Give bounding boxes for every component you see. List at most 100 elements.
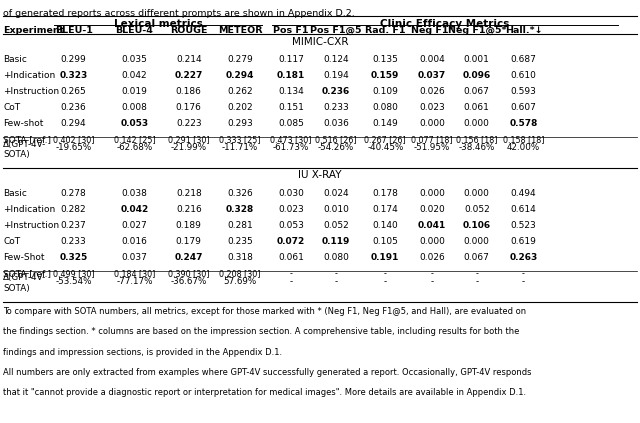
Text: Pos F1: Pos F1	[273, 26, 309, 35]
Text: 0.181: 0.181	[277, 71, 305, 80]
Text: 0.607: 0.607	[511, 103, 536, 112]
Text: 0.282: 0.282	[61, 205, 86, 214]
Text: 42.00%: 42.00%	[507, 143, 540, 152]
Text: -77.17%: -77.17%	[116, 277, 153, 286]
Text: All numbers are only extracted from examples where GPT-4V successfully generated: All numbers are only extracted from exam…	[3, 368, 532, 377]
Text: Δ(GPT-4V-
SOTA): Δ(GPT-4V- SOTA)	[3, 273, 47, 293]
Text: 0.619: 0.619	[511, 237, 536, 246]
Text: 0.134: 0.134	[278, 87, 304, 96]
Text: 0.191: 0.191	[371, 253, 399, 262]
Text: 0.000: 0.000	[464, 119, 490, 128]
Text: 0.218: 0.218	[176, 189, 202, 198]
Text: 0.237: 0.237	[61, 221, 86, 230]
Text: -40.45%: -40.45%	[367, 143, 403, 152]
Text: MIMIC-CXR: MIMIC-CXR	[292, 37, 348, 47]
Text: 0.184 [30]: 0.184 [30]	[114, 269, 155, 278]
Text: Clinic Efficacy Metrics: Clinic Efficacy Metrics	[380, 19, 509, 29]
Text: 0.265: 0.265	[61, 87, 86, 96]
Text: -21.99%: -21.99%	[171, 143, 207, 152]
Text: METEOR: METEOR	[218, 26, 262, 35]
Text: 0.299: 0.299	[61, 55, 86, 64]
Text: 0.499 [30]: 0.499 [30]	[52, 269, 95, 278]
Text: 0.077 [18]: 0.077 [18]	[411, 135, 453, 144]
Text: 0.119: 0.119	[322, 237, 350, 246]
Text: of generated reports across different prompts are shown in Appendix D.2.: of generated reports across different pr…	[3, 9, 355, 18]
Text: 0.227: 0.227	[175, 71, 203, 80]
Text: -: -	[431, 277, 433, 286]
Text: 0.037: 0.037	[122, 253, 147, 262]
Text: 0.281: 0.281	[227, 221, 253, 230]
Text: Few-shot: Few-shot	[3, 119, 44, 128]
Text: SOTA [ref.]: SOTA [ref.]	[3, 269, 51, 278]
Text: 0.024: 0.024	[323, 189, 349, 198]
Text: 0.235: 0.235	[227, 237, 253, 246]
Text: findings and impression sections, is provided in the Appendix D.1.: findings and impression sections, is pro…	[3, 348, 282, 357]
Text: 0.325: 0.325	[60, 253, 88, 262]
Text: -: -	[522, 277, 525, 286]
Text: 0.004: 0.004	[419, 55, 445, 64]
Text: 0.233: 0.233	[323, 103, 349, 112]
Text: 0.267 [26]: 0.267 [26]	[364, 135, 406, 144]
Text: 0.052: 0.052	[323, 221, 349, 230]
Text: Basic: Basic	[3, 55, 27, 64]
Text: 0.000: 0.000	[464, 237, 490, 246]
Text: 0.186: 0.186	[176, 87, 202, 96]
Text: 0.042: 0.042	[122, 71, 147, 80]
Text: 0.593: 0.593	[511, 87, 536, 96]
Text: Basic: Basic	[3, 189, 27, 198]
Text: 0.214: 0.214	[176, 55, 202, 64]
Text: -: -	[384, 269, 387, 278]
Text: -62.68%: -62.68%	[116, 143, 152, 152]
Text: 0.026: 0.026	[419, 253, 445, 262]
Text: 0.052: 0.052	[464, 205, 490, 214]
Text: 0.035: 0.035	[122, 55, 147, 64]
Text: 0.223: 0.223	[176, 119, 202, 128]
Text: 0.687: 0.687	[511, 55, 536, 64]
Text: 0.328: 0.328	[226, 205, 254, 214]
Text: 0.135: 0.135	[372, 55, 398, 64]
Text: 0.189: 0.189	[176, 221, 202, 230]
Text: 0.159: 0.159	[371, 71, 399, 80]
Text: -51.95%: -51.95%	[414, 143, 450, 152]
Text: Neg F1*: Neg F1*	[411, 26, 453, 35]
Text: 0.105: 0.105	[372, 237, 398, 246]
Text: 0.067: 0.067	[464, 253, 490, 262]
Text: 0.000: 0.000	[419, 119, 445, 128]
Text: 0.151: 0.151	[278, 103, 304, 112]
Text: -54.26%: -54.26%	[318, 143, 354, 152]
Text: 0.390 [30]: 0.390 [30]	[168, 269, 209, 278]
Text: 0.042: 0.042	[120, 205, 148, 214]
Text: CoT: CoT	[3, 237, 20, 246]
Text: 0.523: 0.523	[511, 221, 536, 230]
Text: Δ(GPT-4V-
SOTA): Δ(GPT-4V- SOTA)	[3, 140, 47, 159]
Text: 0.142 [25]: 0.142 [25]	[113, 135, 156, 144]
Text: -: -	[476, 277, 478, 286]
Text: Pos F1@5: Pos F1@5	[310, 26, 362, 36]
Text: 0.610: 0.610	[511, 71, 536, 80]
Text: 0.236: 0.236	[61, 103, 86, 112]
Text: 0.236: 0.236	[322, 87, 350, 96]
Text: 0.294: 0.294	[226, 71, 254, 80]
Text: 0.010: 0.010	[323, 205, 349, 214]
Text: 57.69%: 57.69%	[223, 277, 257, 286]
Text: 0.053: 0.053	[278, 221, 304, 230]
Text: 0.000: 0.000	[419, 237, 445, 246]
Text: -19.65%: -19.65%	[56, 143, 92, 152]
Text: 0.106: 0.106	[463, 221, 491, 230]
Text: +Instruction: +Instruction	[3, 87, 60, 96]
Text: CoT: CoT	[3, 103, 20, 112]
Text: 0.080: 0.080	[372, 103, 398, 112]
Text: ROUGE: ROUGE	[170, 26, 207, 35]
Text: 0.208 [30]: 0.208 [30]	[220, 269, 260, 278]
Text: -: -	[335, 269, 337, 278]
Text: 0.000: 0.000	[419, 189, 445, 198]
Text: 0.085: 0.085	[278, 119, 304, 128]
Text: that it "cannot provide a diagnostic report or interpretation for medical images: that it "cannot provide a diagnostic rep…	[3, 388, 526, 397]
Text: To compare with SOTA numbers, all metrics, except for those marked with * (Neg F: To compare with SOTA numbers, all metric…	[3, 307, 526, 316]
Text: 0.473 [30]: 0.473 [30]	[271, 135, 312, 144]
Text: 0.216: 0.216	[176, 205, 202, 214]
Text: 0.194: 0.194	[323, 71, 349, 80]
Text: Lexical metrics: Lexical metrics	[115, 19, 203, 29]
Text: 0.038: 0.038	[122, 189, 147, 198]
Text: 0.027: 0.027	[122, 221, 147, 230]
